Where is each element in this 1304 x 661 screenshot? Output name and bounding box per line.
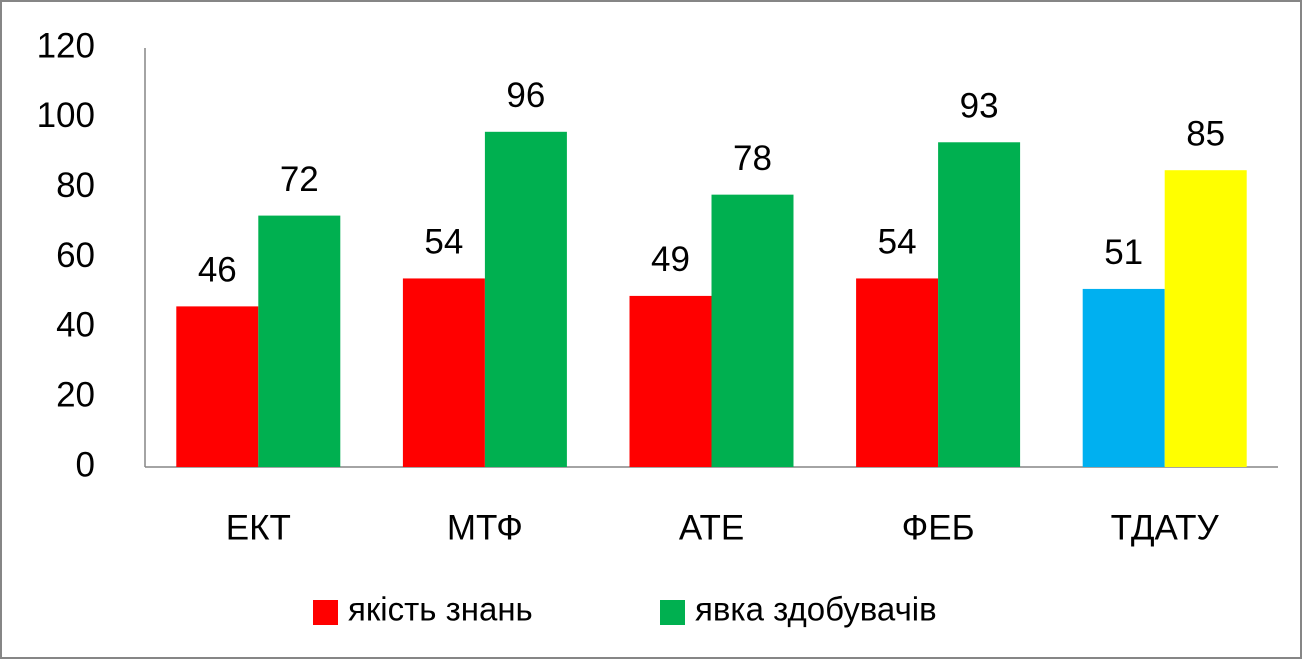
- y-tick-label: 60: [56, 236, 95, 275]
- legend-swatch: [660, 600, 685, 625]
- legend-swatch: [313, 600, 338, 625]
- bar: [938, 142, 1021, 467]
- x-tick-label: ФЕБ: [902, 508, 975, 547]
- data-label: 51: [1104, 233, 1143, 272]
- x-tick-label: АТЕ: [679, 508, 744, 547]
- x-tick-label: ТДАТУ: [1111, 508, 1220, 547]
- bar: [484, 131, 567, 468]
- data-label: 72: [280, 160, 319, 199]
- x-tick-label: ЕКТ: [226, 508, 291, 547]
- bar: [856, 278, 939, 467]
- legend-label: явка здобувачів: [695, 591, 937, 628]
- bar: [1082, 288, 1165, 467]
- legend-label: якість знань: [348, 591, 533, 628]
- y-tick-label: 40: [56, 306, 95, 345]
- bar: [1164, 170, 1247, 468]
- y-tick-label: 120: [37, 26, 95, 65]
- data-label: 49: [651, 240, 690, 279]
- data-label: 78: [733, 139, 772, 178]
- data-label: 85: [1186, 114, 1225, 153]
- data-label: 54: [878, 223, 917, 262]
- data-label: 46: [198, 251, 237, 290]
- bar: [176, 306, 259, 467]
- data-label: 96: [506, 76, 545, 115]
- bar: [258, 215, 341, 467]
- bar: [711, 194, 794, 467]
- bar: [402, 278, 485, 467]
- y-tick-label: 0: [76, 445, 95, 484]
- data-label: 54: [424, 223, 463, 262]
- y-tick-label: 100: [37, 96, 95, 135]
- y-tick-label: 80: [56, 166, 95, 205]
- y-tick-label: 20: [56, 375, 95, 414]
- data-label: 93: [960, 87, 999, 126]
- bar: [629, 295, 712, 467]
- x-tick-label: МТФ: [447, 508, 523, 547]
